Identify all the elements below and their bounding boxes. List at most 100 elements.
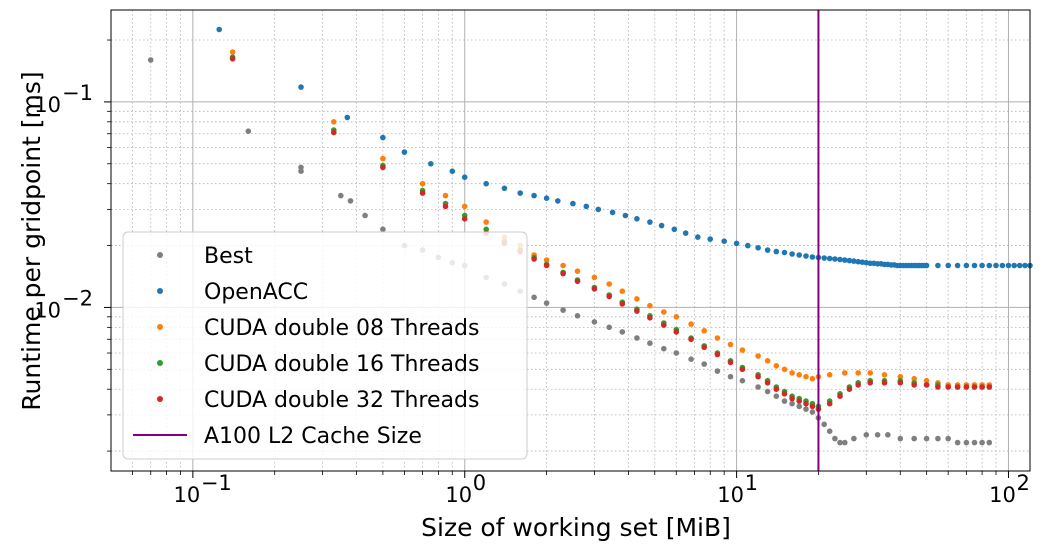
data-point [803,400,809,407]
y-tick-label: 10 [34,298,61,322]
data-point [999,262,1006,269]
data-point [971,439,978,446]
data-point [419,190,426,196]
data-point [347,198,354,204]
data-point [773,386,780,393]
x-axis-label: Size of working set [MiB] [421,513,731,542]
series-openacc [216,26,1033,269]
data-point [863,432,870,438]
data-point [634,296,640,302]
data-point [331,119,337,125]
data-point [821,255,827,261]
data-point [658,222,665,229]
data-point [619,329,626,335]
data-point [923,262,930,269]
data-point [701,328,707,334]
data-point [789,251,795,257]
x-tick-label: 10 [173,483,200,507]
data-point [634,216,640,222]
data-point [809,254,816,260]
data-point [543,262,550,269]
data-point [796,372,802,378]
data-point [688,336,694,343]
data-point [517,190,523,196]
data-point [461,216,468,222]
data-point [531,256,537,262]
legend-label: Best [204,244,253,269]
data-point [419,180,426,187]
data-point [560,270,566,277]
series-cuda-double-08-threads [229,49,993,388]
data-point [986,439,993,446]
data-point [634,335,640,341]
data-point [673,350,680,356]
data-point [796,398,802,404]
data-point [682,230,689,236]
legend-marker [157,288,163,294]
data-point [591,274,598,281]
data-point [701,361,707,367]
data-point [826,372,833,378]
data-point [622,212,629,219]
data-point [809,375,816,382]
data-point [764,358,771,364]
data-point [331,129,337,136]
data-point [661,345,667,352]
data-point [531,192,537,199]
data-point [842,439,848,446]
y-tick-exponent: −2 [62,286,93,310]
data-point [461,203,468,210]
tick-labels: 10 −1 10 0 10 1 10 210 −110 −2 [34,81,1030,507]
data-point [837,393,843,400]
data-point [574,278,581,285]
data-point [619,301,626,307]
data-point [216,26,222,33]
data-point [979,439,985,446]
data-point [483,219,490,225]
data-point [555,198,561,204]
data-point [867,380,873,386]
data-point [963,384,970,390]
x-tick-exponent: −1 [201,471,232,495]
data-points [147,26,1033,446]
data-point [695,234,701,240]
legend: Best OpenACC CUDA double 08 Threads CUDA do… [122,231,528,460]
data-point [591,286,598,292]
data-point [911,435,917,442]
data-point [945,262,951,269]
data-point [401,149,408,155]
data-point [606,293,612,300]
plot-frame [110,9,1031,472]
data-point [846,257,853,264]
data-point [606,324,612,331]
data-point [298,84,304,90]
data-point [867,370,873,376]
legend-entry: Best [157,244,253,269]
legend-label: CUDA double 16 Threads [204,352,479,377]
data-point [574,313,581,319]
data-point [935,262,941,269]
data-point [881,372,888,378]
data-point [428,161,434,167]
data-point [781,391,788,397]
legend-label: CUDA double 08 Threads [204,316,479,341]
data-point [531,294,537,301]
data-point [619,288,626,295]
data-point [1022,262,1028,269]
data-point [809,409,816,415]
data-point [923,435,930,442]
data-point [911,375,917,382]
series-best [147,57,993,446]
data-point [773,248,780,255]
data-point [560,307,566,313]
data-point [688,321,694,327]
legend-marker [157,252,163,258]
data-point [855,258,861,265]
data-point [739,377,746,384]
legend-marker [157,360,163,366]
data-point [993,262,999,269]
data-point [837,256,843,263]
data-point [846,386,853,393]
axis-ticks [104,39,1009,478]
data-point [781,249,788,256]
